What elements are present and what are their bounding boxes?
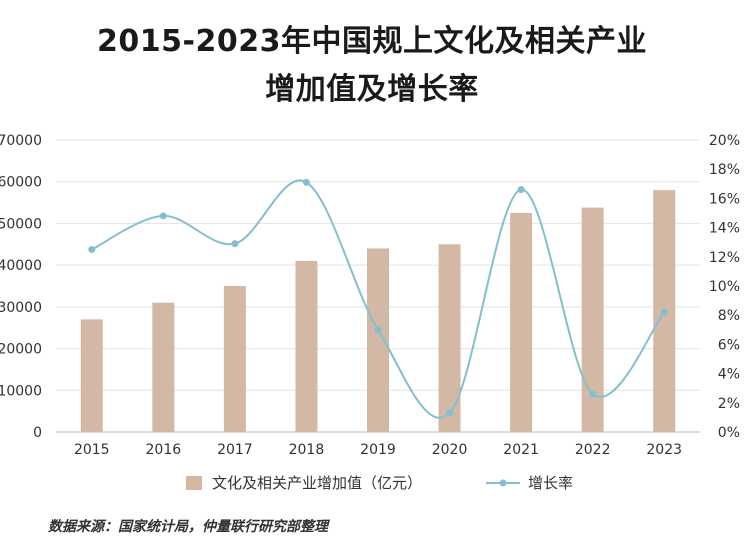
chart-title-line-2: 增加值及增长率 — [265, 72, 479, 107]
y-left-tick-label: 70000 — [0, 133, 42, 149]
line-point — [517, 186, 525, 194]
line-point — [302, 178, 310, 186]
line-point — [589, 390, 597, 398]
line-point — [660, 308, 668, 316]
chart-title-line-1: 2015-2023年中国规上文化及相关产业 — [97, 24, 647, 59]
y-right-tick-label: 14% — [709, 221, 740, 237]
x-tick-label: 2015 — [74, 442, 110, 458]
y-left-tick-label: 20000 — [0, 342, 42, 358]
line-series — [88, 178, 668, 419]
y-left-tick-label: 40000 — [0, 258, 42, 274]
legend: 文化及相关产业增加值（亿元） 增长率 — [186, 474, 573, 492]
y-left-tick-label: 10000 — [0, 383, 42, 399]
bar — [438, 244, 461, 432]
bar — [223, 286, 246, 432]
axes: 0 10000 20000 30000 40000 50000 60000 70000 0% 2%… — [0, 133, 740, 458]
y-right-tick-label: 0% — [718, 425, 740, 441]
x-tick-label: 2016 — [146, 442, 182, 458]
line-point — [446, 409, 454, 417]
y-right-tick-label: 12% — [709, 250, 740, 266]
line-point — [159, 212, 167, 220]
bar — [581, 207, 604, 432]
x-tick-label: 2019 — [360, 442, 396, 458]
y-left-tick-label: 0 — [33, 425, 42, 441]
legend-swatch-line-marker — [499, 479, 507, 487]
legend-label-bar: 文化及相关产业增加值（亿元） — [212, 474, 422, 492]
bar — [80, 319, 103, 432]
bar-series — [80, 190, 676, 432]
y-left-tick-label: 30000 — [0, 300, 42, 316]
bar — [510, 213, 533, 432]
growth-rate-line — [91, 179, 665, 419]
y-right-tick-label: 4% — [718, 367, 740, 383]
x-tick-label: 2017 — [217, 442, 253, 458]
bar — [295, 260, 318, 432]
y-right-tick-label: 8% — [718, 308, 740, 324]
source-note: 数据来源：国家统计局，仲量联行研究部整理 — [48, 519, 328, 535]
y-left-tick-label: 50000 — [0, 216, 42, 232]
y-right-tick-label: 6% — [718, 337, 740, 353]
y-right-tick-label: 2% — [718, 396, 740, 412]
y-right-tick-label: 20% — [709, 133, 740, 149]
x-tick-label: 2020 — [432, 442, 468, 458]
legend-label-line: 增长率 — [528, 474, 573, 492]
x-tick-label: 2018 — [289, 442, 325, 458]
y-right-tick-label: 18% — [709, 162, 740, 178]
line-point — [374, 326, 382, 334]
line-point — [88, 246, 96, 253]
y-right-tick-label: 10% — [709, 279, 740, 295]
x-tick-label: 2023 — [646, 442, 682, 458]
line-point — [231, 240, 239, 248]
x-tick-label: 2021 — [503, 442, 539, 458]
legend-swatch-bar — [186, 476, 202, 490]
x-tick-label: 2022 — [575, 442, 611, 458]
y-right-tick-label: 16% — [709, 191, 740, 207]
bar — [152, 302, 175, 432]
bar — [367, 248, 389, 432]
y-left-tick-label: 60000 — [0, 175, 42, 191]
